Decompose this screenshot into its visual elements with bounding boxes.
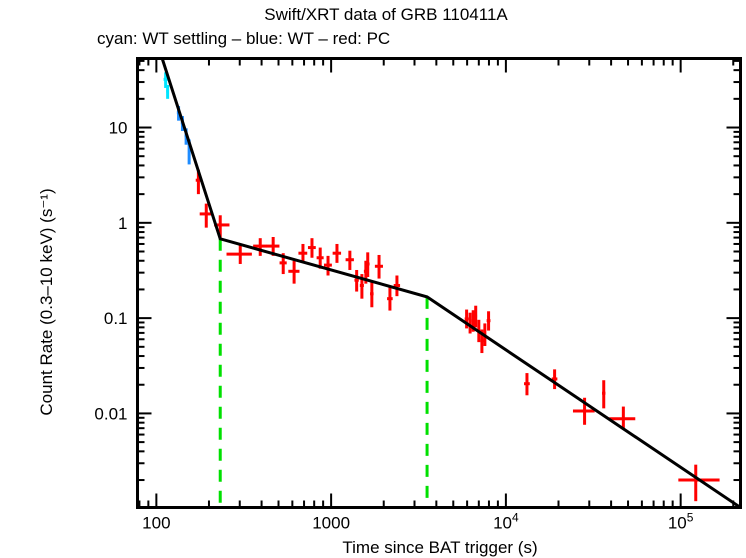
data-point: [602, 380, 606, 409]
data-point: [166, 84, 170, 99]
y-axis: 10 1 0.1 0.01: [94, 59, 741, 482]
data-point: [468, 312, 472, 334]
chart-title: Swift/XRT data of GRB 110411A: [264, 5, 508, 24]
series-pc: [195, 169, 720, 502]
x-tick-label: 105: [668, 511, 694, 533]
data-point: [163, 72, 168, 88]
data-point: [199, 203, 213, 228]
x-tick-label: 104: [493, 511, 519, 533]
data-point: [393, 275, 401, 297]
data-point: [370, 281, 374, 308]
data-point: [354, 269, 359, 292]
plot-frame: [136, 57, 742, 509]
y-tick-label: 10: [109, 119, 128, 138]
data-point: [474, 305, 478, 328]
plot-area: [160, 58, 741, 508]
data-point: [464, 309, 469, 329]
data-point: [298, 243, 308, 263]
data-point: [486, 311, 491, 331]
model-fit-line: [160, 58, 741, 508]
data-point: [323, 255, 332, 276]
x-axis: 100 1000 104 105: [138, 58, 735, 533]
chart-subtitle: cyan: WT settling – blue: WT – red: PC: [97, 29, 390, 48]
data-point: [374, 254, 383, 279]
data-point: [387, 287, 393, 311]
data-point: [551, 369, 558, 390]
data-point: [253, 238, 267, 256]
y-tick-label: 0.01: [94, 404, 127, 423]
data-point: [345, 250, 354, 270]
data-point: [316, 247, 324, 269]
data-point: [524, 373, 530, 396]
x-tick-label: 1000: [312, 514, 350, 533]
y-axis-label: Count Rate (0.3–10 keV) (s⁻¹): [37, 188, 56, 415]
data-point: [226, 244, 252, 264]
data-point: [307, 238, 316, 258]
series-wt-settling: [163, 72, 170, 99]
data-point: [609, 406, 636, 430]
data-point: [332, 243, 342, 263]
y-tick-label: 0.1: [104, 309, 128, 328]
data-point: [288, 260, 300, 284]
data-point: [365, 252, 370, 278]
x-axis-label: Time since BAT trigger (s): [342, 538, 537, 557]
x-tick-label: 100: [142, 514, 170, 533]
y-tick-label: 1: [118, 214, 127, 233]
